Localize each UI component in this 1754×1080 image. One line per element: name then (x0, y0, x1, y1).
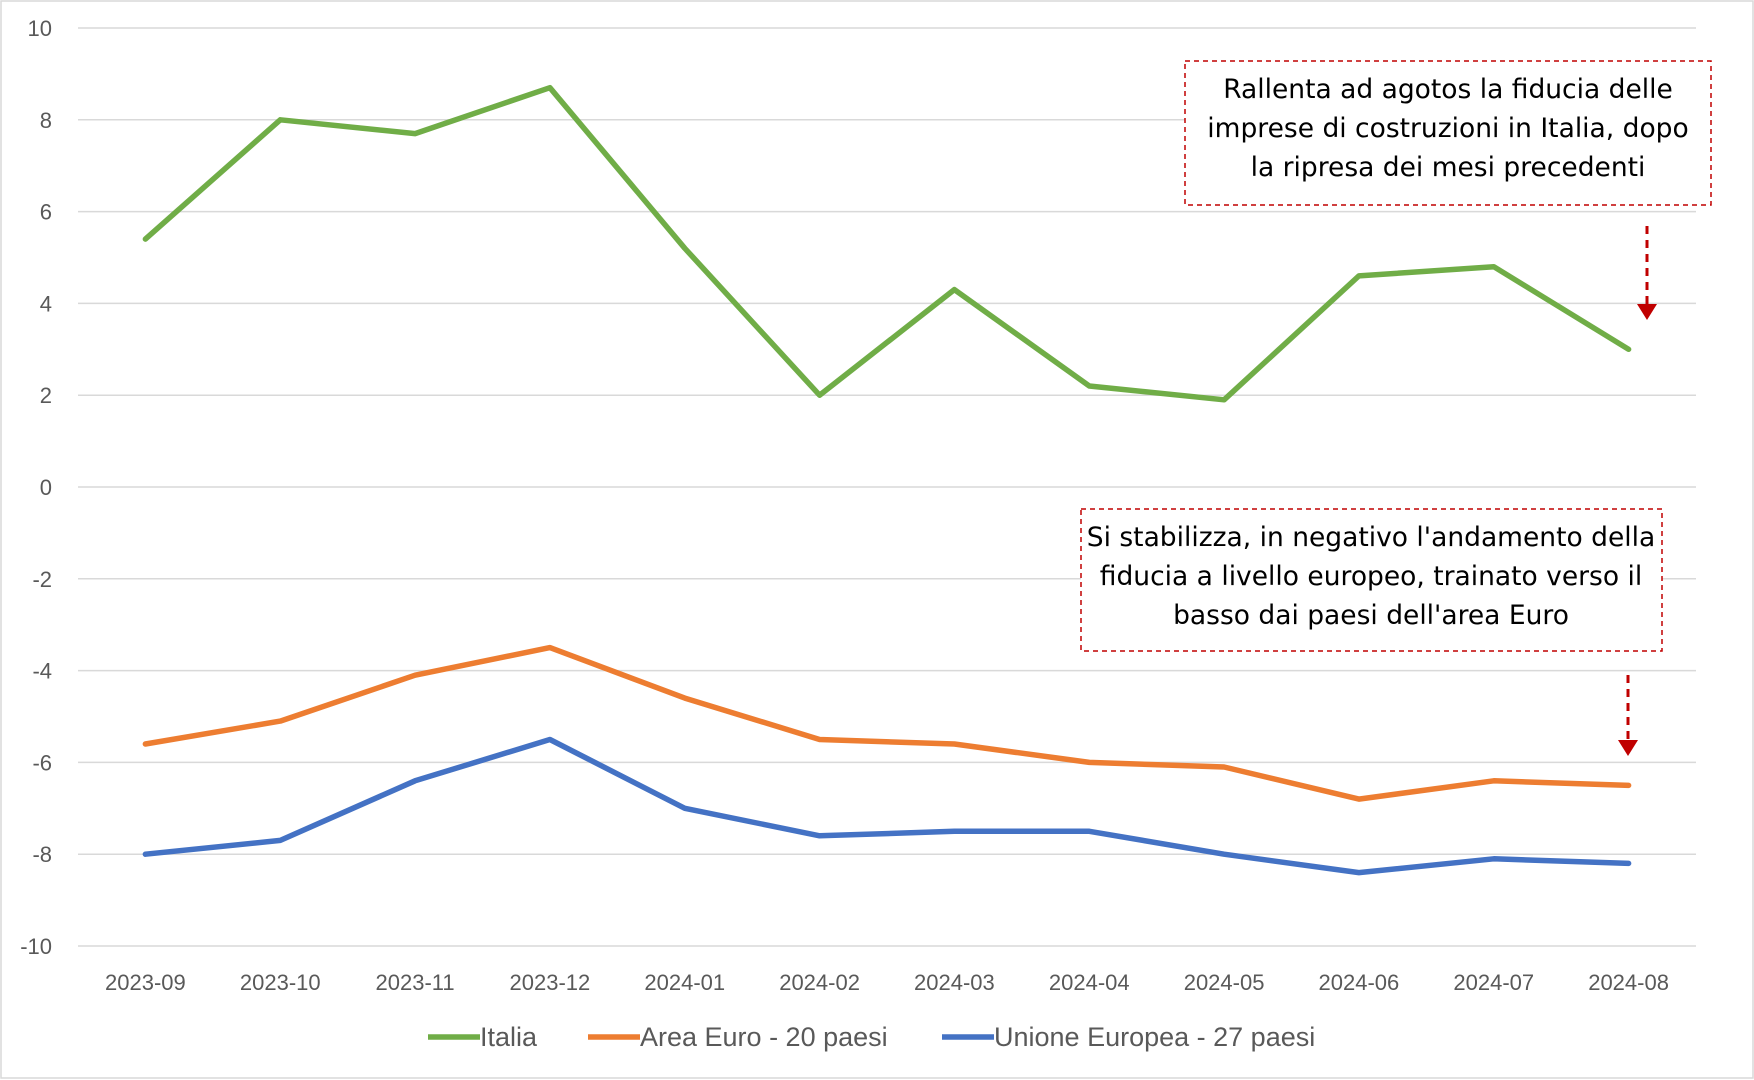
y-tick-label: 0 (40, 475, 52, 500)
y-axis-ticks: 10 8 6 4 2 0 -2 -4 -6 -8 -10 (20, 16, 52, 959)
y-tick-label: -2 (32, 567, 52, 592)
x-tick-label: 2024-08 (1588, 970, 1669, 995)
x-tick-label: 2023-10 (240, 970, 321, 995)
series-line (142, 736, 1632, 876)
y-tick-label: -6 (32, 750, 52, 775)
annotation-arrow-head (1637, 304, 1657, 320)
legend-label: Italia (480, 1022, 538, 1052)
x-tick-label: 2024-04 (1049, 970, 1130, 995)
legend: Italia Area Euro - 20 paesi Unione Europea… (428, 1022, 1315, 1052)
annotations: Rallenta ad agotos la fiducia delle impre… (1080, 60, 1712, 756)
y-tick-label: 2 (40, 383, 52, 408)
annotation-box (1184, 60, 1712, 206)
y-tick-label: -10 (20, 934, 52, 959)
y-tick-label: 8 (40, 108, 52, 133)
x-tick-label: 2024-02 (779, 970, 860, 995)
y-tick-label: -8 (32, 842, 52, 867)
annotation-box (1080, 508, 1663, 652)
annotation-text: Rallenta ad agotos la fiducia delle (1223, 74, 1673, 105)
y-tick-label: 4 (40, 291, 52, 316)
legend-label: Area Euro - 20 paesi (640, 1022, 888, 1052)
annotation-text: basso dai paesi dell'area Euro (1173, 600, 1569, 631)
x-tick-label: 2023-11 (376, 970, 455, 995)
series-line (142, 644, 1632, 802)
x-tick-label: 2024-05 (1184, 970, 1265, 995)
series-lines (142, 84, 1632, 876)
x-tick-label: 2023-09 (105, 970, 186, 995)
x-tick-label: 2024-07 (1453, 970, 1534, 995)
annotation-text: la ripresa dei mesi precedenti (1251, 152, 1646, 183)
annotation-text: imprese di costruzioni in Italia, dopo (1207, 113, 1688, 144)
y-tick-label: 6 (40, 200, 52, 225)
annotation-text: fiducia a livello europeo, trainato vers… (1100, 561, 1642, 592)
y-tick-label: -4 (32, 659, 52, 684)
x-tick-label: 2024-03 (914, 970, 995, 995)
annotation-arrow-head (1618, 740, 1638, 756)
annotation-text: Si stabilizza, in negativo l'andamento d… (1087, 522, 1655, 553)
legend-label: Unione Europea - 27 paesi (994, 1022, 1315, 1052)
x-tick-label: 2024-06 (1319, 970, 1400, 995)
y-tick-label: 10 (28, 16, 52, 41)
x-tick-label: 2024-01 (644, 970, 725, 995)
x-axis-ticks: 2023-09 2023-10 2023-11 2023-12 2024-01 2024-… (105, 970, 1669, 995)
x-tick-label: 2023-12 (510, 970, 591, 995)
series-line (142, 84, 1632, 403)
